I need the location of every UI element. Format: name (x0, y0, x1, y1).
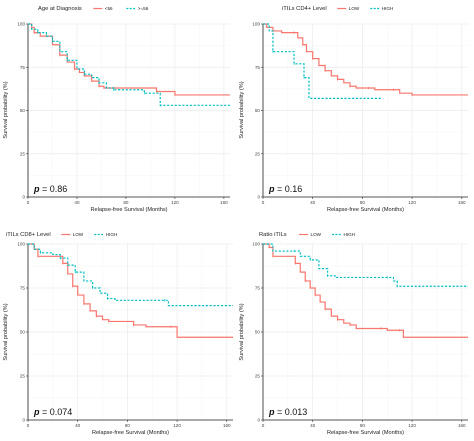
y-tick-label: 50 (20, 330, 26, 335)
x-axis-title: Relapse-free Survival (Months) (90, 207, 167, 213)
chart-panel-3: 0 40 80 120 160 0 25 50 75 100 Relapse-free Surviv… (3, 231, 233, 436)
legend-label-1: LOW (349, 6, 360, 11)
series-line-2 (263, 23, 382, 99)
x-tick-label: 0 (262, 423, 265, 428)
legend-title: Age at Diagnosis (38, 6, 82, 12)
y-tick-label: 100 (252, 22, 260, 27)
legend-title: iTILs CD8+ Level (6, 232, 51, 238)
p-value-annotation: p = 0.86 (33, 184, 67, 194)
x-axis-title: Relapse-free Survival (Months) (327, 207, 404, 213)
y-axis-title: Survival probability (%) (3, 81, 9, 138)
y-axis-title: Survival probability (%) (3, 303, 9, 360)
p-value-symbol: p (33, 184, 40, 194)
chart-panel-4: 0 40 80 120 160 0 25 50 75 100 Relapse-free Surviv… (239, 231, 468, 436)
y-tick-label: 25 (20, 151, 26, 156)
y-tick-label: 50 (20, 108, 26, 113)
x-axis-title: Relapse-free Survival (Months) (327, 430, 404, 436)
x-tick-label: 40 (310, 423, 316, 428)
x-tick-label: 120 (408, 200, 416, 205)
legend-label-1: LOW (73, 232, 84, 237)
chart-panel-2: 0 40 80 120 160 0 25 50 75 100 Relapse-free Surviv… (239, 5, 468, 213)
series-line-1 (28, 243, 233, 338)
y-tick-label: 0 (257, 195, 260, 200)
p-value-annotation: p = 0.013 (268, 407, 307, 417)
y-tick-label: 75 (20, 286, 26, 291)
p-value-text: = 0.86 (40, 184, 68, 194)
y-tick-label: 0 (22, 195, 25, 200)
y-tick-label: 75 (255, 65, 261, 70)
legend-title: iTILs CD4+ Level (282, 6, 327, 12)
y-tick-label: 0 (22, 418, 25, 423)
p-value-text: = 0.16 (275, 184, 303, 194)
x-tick-label: 80 (123, 200, 129, 205)
x-tick-label: 40 (310, 200, 316, 205)
x-tick-label: 0 (27, 423, 30, 428)
legend-label-2: HIGH (382, 6, 393, 11)
x-tick-label: 160 (458, 423, 466, 428)
series-line-2 (28, 23, 230, 106)
y-tick-label: 100 (252, 242, 260, 247)
y-tick-label: 75 (255, 286, 261, 291)
x-tick-label: 80 (360, 200, 366, 205)
legend: iTILs CD4+ Level LOW HIGH (282, 5, 393, 12)
x-tick-label: 120 (173, 423, 181, 428)
p-value-annotation: p = 0.16 (268, 184, 302, 194)
y-tick-label: 25 (20, 374, 26, 379)
p-value-symbol: p (268, 407, 275, 417)
y-tick-label: 100 (17, 242, 25, 247)
y-axis-title: Survival probability (%) (239, 303, 245, 360)
y-tick-label: 100 (17, 22, 25, 27)
legend-label-2: >=56 (138, 6, 149, 11)
y-tick-label: 25 (255, 151, 261, 156)
x-tick-label: 0 (27, 200, 30, 205)
x-tick-label: 120 (171, 200, 179, 205)
x-tick-label: 80 (125, 423, 131, 428)
y-tick-label: 75 (20, 65, 26, 70)
p-value-symbol: p (33, 407, 40, 417)
y-axis-title: Survival probability (%) (239, 81, 245, 138)
legend: iTILs CD8+ Level LOW HIGH (6, 231, 117, 238)
legend: Age at Diagnosis <56 >=56 (38, 5, 149, 12)
x-tick-label: 160 (220, 200, 228, 205)
x-tick-label: 40 (75, 423, 81, 428)
legend-label-2: HIGH (106, 232, 117, 237)
x-tick-label: 40 (74, 200, 80, 205)
x-tick-label: 120 (408, 423, 416, 428)
x-tick-label: 160 (458, 200, 466, 205)
p-value-text: = 0.074 (40, 407, 73, 417)
legend: Ratio iTILs LOW HIGH (259, 231, 355, 238)
chart-panel-1: 0 40 80 120 160 0 25 50 75 100 Relapse-free Surviv… (3, 5, 230, 213)
legend-title: Ratio iTILs (259, 232, 287, 238)
p-value-symbol: p (268, 184, 275, 194)
p-value-annotation: p = 0.074 (33, 407, 72, 417)
p-value-text: = 0.013 (275, 407, 308, 417)
series-line-2 (28, 243, 233, 307)
y-tick-label: 50 (255, 108, 261, 113)
series-line-1 (28, 23, 230, 96)
y-tick-label: 25 (255, 374, 261, 379)
x-tick-label: 160 (223, 423, 231, 428)
legend-label-1: <56 (105, 6, 113, 11)
legend-label-1: LOW (311, 232, 322, 237)
x-axis-title: Relapse-free Survival (Months) (92, 430, 169, 436)
legend-label-2: HIGH (344, 232, 355, 237)
series-line-2 (263, 243, 468, 287)
x-tick-label: 0 (262, 200, 265, 205)
y-tick-label: 50 (255, 330, 261, 335)
x-tick-label: 80 (360, 423, 366, 428)
y-tick-label: 0 (257, 418, 260, 423)
